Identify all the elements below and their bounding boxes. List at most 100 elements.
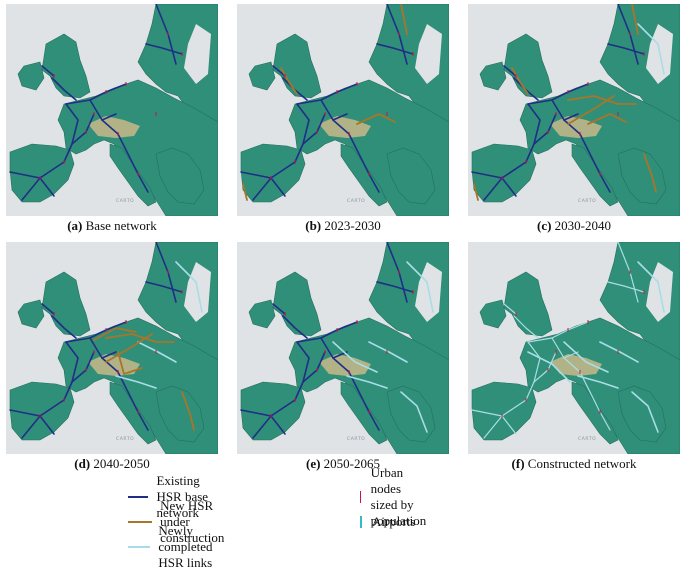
completed-hsr-line (368, 341, 408, 363)
existing-hsr-line (525, 113, 557, 163)
map-f: CARTO (468, 242, 680, 454)
urban-node (547, 368, 549, 372)
urban-node (85, 368, 87, 372)
urban-node (167, 32, 169, 36)
urban-node (294, 398, 296, 402)
urban-node (515, 312, 517, 316)
construction-hsr-line (181, 391, 195, 431)
urban-node (316, 130, 318, 134)
map-panel-b: CARTO (237, 4, 449, 216)
land-iberia (471, 381, 537, 441)
land-ukIreland (479, 33, 553, 99)
land-ukIreland (17, 33, 91, 99)
existing-hsr-line (117, 133, 149, 193)
carto-attribution: CARTO (347, 198, 365, 204)
urban-node (53, 312, 55, 316)
existing-hsr-line (51, 77, 77, 101)
urban-node (356, 82, 358, 86)
construction-hsr-line (93, 327, 137, 341)
urban-node (555, 350, 557, 354)
existing-hsr-line (296, 103, 310, 145)
carto-attribution: CARTO (347, 436, 365, 442)
urban-node (336, 328, 338, 332)
urban-node (85, 130, 87, 134)
existing-hsr-line (65, 103, 79, 145)
completed-hsr-line (346, 375, 388, 389)
urban-node (398, 32, 400, 36)
map-e: CARTO (237, 242, 449, 454)
baltic-sea (415, 24, 442, 84)
urban-node (105, 90, 107, 94)
urban-node (525, 160, 527, 164)
completed-hsr-line (631, 391, 659, 433)
construction-hsr-line (567, 95, 637, 105)
construction-hsr-line (105, 333, 153, 363)
completed-hsr-line (513, 315, 539, 339)
urban-node (617, 112, 619, 116)
completed-hsr-line (607, 281, 645, 293)
urban-node (599, 172, 601, 176)
urban-node (412, 52, 414, 56)
legend-completed-label: Newly completed HSR links (158, 523, 213, 570)
land-italy (340, 381, 388, 445)
completed-hsr-line (406, 261, 434, 313)
caption-f: (f) Constructed network (511, 456, 637, 471)
completed-hsr-line (577, 375, 619, 389)
urban-node (629, 270, 631, 274)
completed-hsr-line (501, 415, 517, 435)
map-c: CARTO (468, 4, 680, 216)
land-italy (109, 381, 157, 445)
urban-node (63, 160, 65, 164)
land-ukIreland (248, 33, 322, 99)
urban-node (125, 82, 127, 86)
caption-e: (e) 2050-2065 (305, 456, 381, 471)
completed-hsr-line (503, 303, 517, 315)
land-balkans (155, 385, 205, 443)
existing-hsr-line (294, 351, 326, 401)
existing-hsr-line (270, 415, 286, 435)
urban-node (167, 270, 169, 274)
urban-node (117, 370, 119, 374)
existing-hsr-line (527, 103, 541, 145)
map-panel-d: CARTO (6, 242, 218, 454)
urban-node (629, 32, 631, 36)
completed-hsr-line (527, 351, 571, 383)
existing-hsr-line (101, 351, 117, 359)
urban-node (555, 112, 557, 116)
existing-hsr-line (270, 177, 286, 197)
existing-hsr-line (63, 351, 95, 401)
existing-hsr-line (579, 133, 611, 193)
existing-hsr-line (501, 177, 517, 197)
legend-airport-label: Airports (372, 514, 416, 529)
existing-hsr-line (348, 371, 380, 431)
urban-node (39, 176, 41, 180)
legend-airport: Airports (360, 513, 415, 531)
existing-hsr-line (117, 371, 149, 431)
completed-hsr-line (599, 341, 639, 363)
land-iberia (9, 143, 75, 203)
caption-d: (d) 2040-2050 (74, 456, 150, 471)
legend-urban-label: Urban nodes sized by population (370, 465, 427, 528)
alps-highland (88, 354, 140, 376)
land-ukIreland (248, 271, 322, 337)
urban-node (324, 350, 326, 354)
legend-construction-label: New HSR under construction (160, 498, 225, 545)
urban-node (324, 112, 326, 116)
map-panel-c: CARTO (468, 4, 680, 216)
urban-node (501, 176, 503, 180)
urban-node (316, 368, 318, 372)
alps-highland (319, 354, 371, 376)
land-iberia (240, 381, 306, 441)
existing-hsr-line (376, 43, 414, 55)
completed-hsr-line (400, 391, 428, 433)
caption-c: (c) 2030-2040 (536, 218, 612, 233)
land-iberia (240, 143, 306, 203)
urban-node (643, 52, 645, 56)
existing-hsr-line (296, 83, 358, 105)
carto-attribution: CARTO (116, 436, 134, 442)
urban-node (368, 410, 370, 414)
urban-node (270, 414, 272, 418)
alps-highland (319, 116, 371, 138)
urban-node (270, 176, 272, 180)
existing-hsr-line (296, 341, 310, 383)
